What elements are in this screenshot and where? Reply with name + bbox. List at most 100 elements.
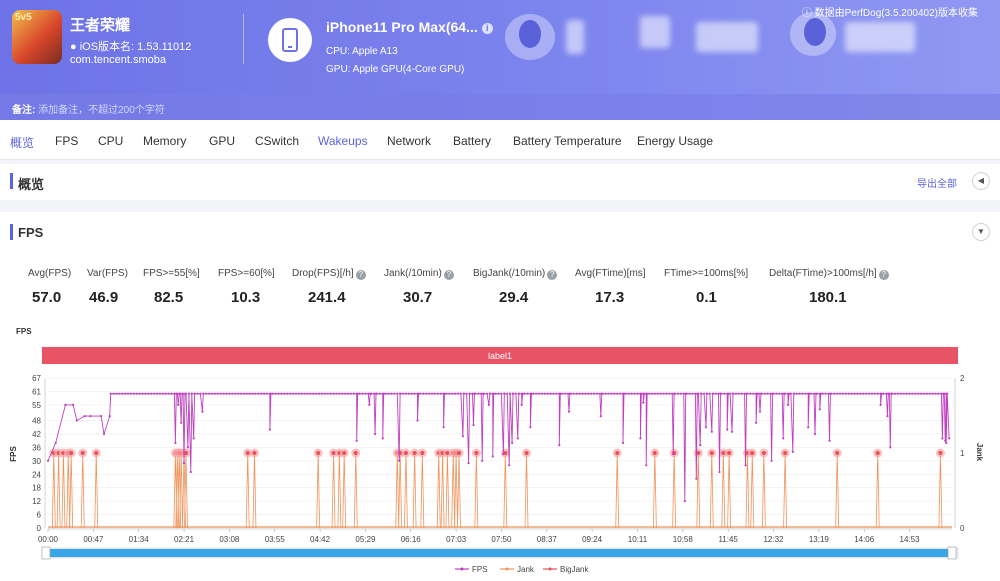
legend-jank[interactable]: Jank	[517, 565, 535, 574]
tab-overview[interactable]: 概览	[10, 136, 35, 150]
redacted-text	[640, 16, 670, 48]
fps-point	[517, 392, 520, 395]
fps-point	[523, 392, 526, 395]
tab-gpu[interactable]: GPU	[209, 134, 236, 148]
help-icon[interactable]: ?	[547, 270, 558, 280]
jank-marker	[835, 451, 840, 455]
fps-point	[309, 392, 312, 395]
fps-point	[532, 392, 535, 395]
fps-point	[170, 392, 173, 395]
jank-marker	[420, 451, 425, 455]
fps-point	[775, 392, 778, 395]
fps-point	[859, 392, 862, 395]
fps-point	[917, 392, 920, 395]
slider-handle-left[interactable]	[41, 546, 51, 560]
fps-point	[318, 392, 321, 395]
info-icon[interactable]: i	[481, 23, 493, 34]
fps-point	[442, 426, 445, 429]
fps-point	[167, 392, 170, 395]
info-circle-icon: ⓘ	[801, 8, 812, 19]
jank-spike	[94, 452, 99, 529]
fps-point	[368, 403, 371, 406]
fps-point	[844, 392, 848, 395]
fps-point	[396, 392, 399, 395]
fps-point	[341, 392, 344, 395]
fps-point	[186, 446, 189, 449]
fps-point	[905, 392, 908, 395]
fps-point	[720, 392, 723, 395]
fps-point	[456, 392, 460, 395]
help-icon[interactable]: ?	[443, 270, 454, 280]
fps-point	[653, 392, 656, 395]
tab-cpu[interactable]: CPU	[98, 134, 124, 148]
jank-spike	[835, 452, 840, 529]
x-tick-label: 10:58	[673, 535, 694, 544]
fps-point	[461, 435, 464, 438]
fps-point	[703, 392, 706, 395]
fps-point	[430, 392, 434, 395]
tab-memory[interactable]: Memory	[143, 134, 187, 148]
tab-fps[interactable]: FPS	[55, 134, 79, 148]
fps-point	[559, 392, 562, 395]
remark-input[interactable]: 添加备注，不超过200个字符	[38, 105, 165, 116]
fps-point	[274, 392, 277, 395]
fps-point	[758, 410, 762, 413]
tab-network[interactable]: Network	[387, 134, 432, 148]
fps-point	[150, 392, 153, 395]
tab-wakeups[interactable]: Wakeups	[318, 134, 368, 148]
jank-marker	[696, 451, 701, 455]
fps-point	[607, 392, 610, 395]
fps-point	[552, 392, 555, 395]
fps-series-points	[46, 392, 951, 503]
x-tick-label: 12:32	[763, 535, 784, 544]
export-all-link[interactable]: 导出全部	[917, 179, 957, 190]
tab-battery-temperature[interactable]: Battery Temperature	[513, 134, 622, 148]
collapse-left-icon[interactable]: ◀	[972, 172, 990, 190]
fps-point	[472, 423, 475, 427]
fps-point	[210, 392, 214, 395]
fps-point	[599, 415, 602, 418]
fps-point	[873, 392, 876, 395]
fps-point	[763, 392, 766, 395]
fps-point	[656, 392, 659, 395]
jank-spike	[353, 452, 358, 529]
tab-battery[interactable]: Battery	[453, 134, 492, 148]
tab-energy-usage[interactable]: Energy Usage	[637, 134, 714, 148]
fps-point	[332, 392, 335, 395]
fps-point	[254, 392, 257, 395]
fps-point	[807, 426, 810, 429]
collapse-down-icon[interactable]: ▼	[972, 223, 990, 241]
section-marker	[10, 224, 13, 240]
y-axis-title-right: Jank	[975, 443, 984, 462]
legend-bigjank[interactable]: BigJank	[560, 565, 589, 574]
fps-point	[190, 392, 193, 395]
tab-cswitch[interactable]: CSwitch	[255, 134, 300, 148]
fps-point	[393, 392, 396, 395]
chart-legend: FPS Jank BigJank	[455, 565, 589, 574]
fps-point	[850, 392, 853, 395]
slider-handle-right[interactable]	[947, 546, 957, 560]
help-icon[interactable]: ?	[355, 270, 366, 280]
fps-point	[481, 459, 484, 462]
remark-bar[interactable]: 备注: 添加备注，不超过200个字符	[0, 94, 1000, 120]
fps-point	[914, 392, 917, 395]
fps-point	[888, 392, 891, 395]
section-gap	[0, 160, 1000, 164]
fps-point	[477, 392, 480, 395]
fps-point	[503, 392, 506, 395]
help-icon[interactable]: ?	[878, 270, 889, 280]
fps-point	[749, 392, 752, 395]
fps-point	[417, 392, 420, 395]
fps-point	[704, 426, 708, 429]
fps-point	[810, 392, 813, 395]
fps-point	[740, 392, 743, 395]
time-range-slider[interactable]	[41, 546, 959, 560]
fps-point	[286, 392, 289, 395]
fps-point	[219, 392, 222, 395]
slider-range[interactable]	[50, 549, 948, 557]
fps-point	[242, 392, 245, 395]
fps-point	[555, 392, 558, 395]
x-tick-label: 11:45	[718, 535, 738, 544]
legend-fps[interactable]: FPS	[472, 565, 488, 574]
